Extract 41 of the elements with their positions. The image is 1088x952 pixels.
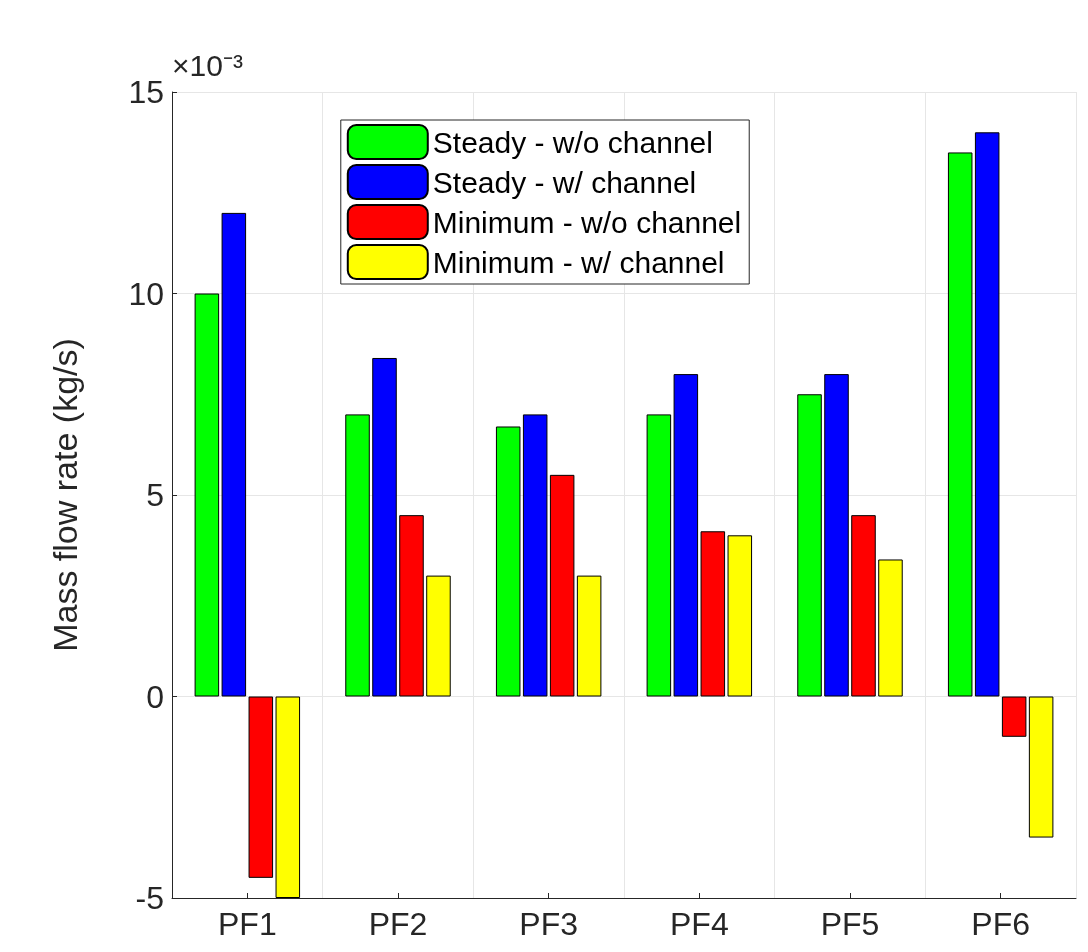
y-tick-label: -5 (135, 880, 164, 916)
x-tick-label: PF2 (368, 906, 428, 942)
legend-label: Minimum - w/o channel (432, 205, 742, 239)
bar (1001, 696, 1027, 737)
bar (878, 559, 903, 697)
bar (194, 293, 220, 697)
bar (522, 414, 548, 697)
bar (646, 414, 672, 697)
text: ×10⁻³ (172, 48, 243, 82)
legend-label: Steady - w/ channel (432, 165, 697, 199)
legend-label: Steady - w/o channel (432, 125, 713, 159)
legend-label: Minimum - w/ channel (432, 245, 725, 279)
y-tick-label: 0 (146, 678, 164, 715)
bar (275, 696, 301, 898)
y-tick-label: 15 (128, 74, 164, 110)
y-axis-title: Mass flow rate (kg/s) (46, 338, 84, 652)
x-tick-label: PF6 (971, 906, 1031, 942)
bar (974, 132, 1000, 697)
bar (947, 152, 973, 697)
x-tick-label: PF3 (519, 906, 579, 942)
y-tick-label: 10 (128, 275, 164, 312)
bar (576, 575, 602, 697)
bar (426, 575, 451, 697)
x-tick-label: PF1 (217, 906, 277, 942)
bar (399, 515, 424, 697)
bar (495, 426, 521, 697)
bar (372, 357, 397, 697)
bar (824, 374, 849, 697)
bar (345, 414, 370, 697)
bar (700, 531, 726, 697)
x-tick-label: PF4 (669, 906, 729, 942)
bar (727, 535, 753, 697)
bar (1028, 696, 1054, 838)
bar (549, 474, 575, 697)
bar (673, 374, 699, 697)
bar (851, 515, 876, 697)
bar (221, 212, 247, 697)
y-tick-label: 5 (146, 477, 164, 513)
bar (248, 696, 274, 878)
x-tick-label: PF5 (820, 906, 880, 942)
bar (797, 394, 822, 697)
